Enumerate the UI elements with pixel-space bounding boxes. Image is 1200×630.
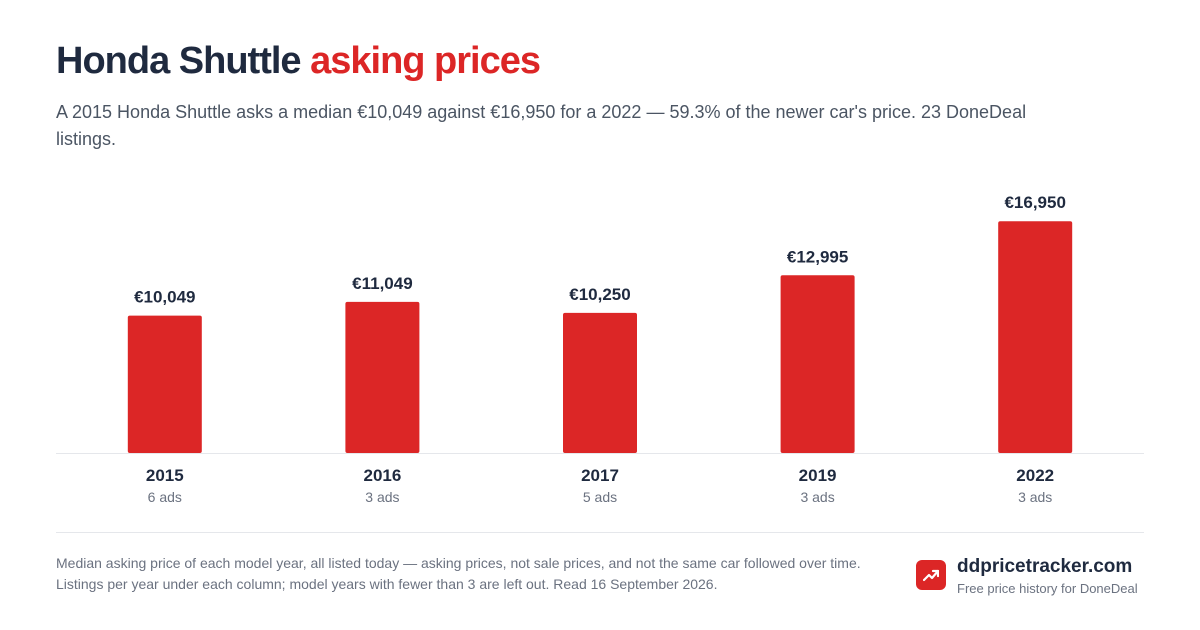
x-tick-label: 2017 — [581, 466, 619, 485]
x-tick-sublabel: 3 ads — [1018, 489, 1052, 505]
x-tick-label: 2016 — [363, 466, 401, 485]
page-title: Honda Shuttle asking prices — [56, 40, 541, 83]
x-tick-sublabel: 5 ads — [583, 489, 617, 505]
x-tick-label: 2019 — [799, 466, 837, 485]
bar-value-label: €10,049 — [134, 288, 195, 307]
x-tick-sublabel: 3 ads — [800, 489, 834, 505]
x-tick-sublabel: 6 ads — [148, 489, 182, 505]
bar — [998, 221, 1073, 453]
bar — [780, 275, 855, 453]
title-main: Honda Shuttle — [56, 40, 302, 82]
bar-value-label: €16,950 — [1004, 193, 1065, 212]
trend-up-icon — [916, 560, 946, 590]
bar-value-label: €12,995 — [787, 247, 848, 266]
brand-tagline: Free price history for DoneDeal — [957, 581, 1138, 596]
bar-chart: €10,049 2015 6 ads €11,049 2016 3 ads €10,250 2… — [56, 193, 1144, 505]
x-tick-label: 2022 — [1016, 466, 1054, 485]
bar — [563, 312, 637, 453]
bar-value-label: €10,250 — [569, 285, 630, 304]
bar — [127, 315, 202, 453]
brand-block[interactable]: ddpricetracker.com Free price history fo… — [916, 556, 1156, 600]
brand-name[interactable]: ddpricetracker.com — [957, 556, 1133, 577]
chart-subtitle: A 2015 Honda Shuttle asks a median €10,0… — [56, 102, 1027, 149]
x-tick-label: 2015 — [146, 466, 184, 485]
footnote: Median asking price of each model year, … — [56, 555, 861, 592]
x-tick-sublabel: 3 ads — [365, 489, 399, 505]
footer-divider — [56, 532, 1144, 533]
bar-value-label: €11,049 — [352, 274, 413, 293]
bar — [345, 301, 420, 453]
title-accent: asking prices — [310, 40, 541, 82]
